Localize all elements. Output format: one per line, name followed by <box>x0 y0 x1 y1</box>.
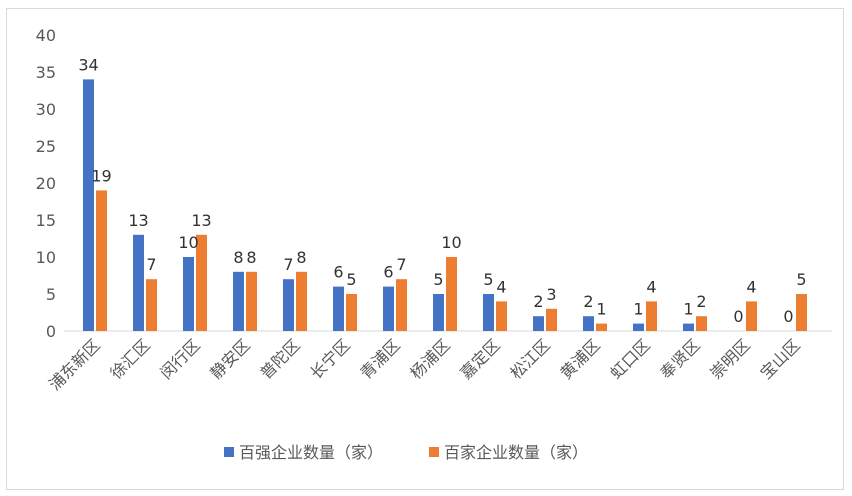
bar-top100-2 <box>183 257 194 331</box>
bar-top-enterprises-1 <box>146 279 157 331</box>
data-label-top100: 7 <box>283 255 293 274</box>
data-label-top100: 6 <box>383 263 393 282</box>
x-tick-label: 青浦区 <box>356 335 403 382</box>
bar-top100-6 <box>383 286 394 331</box>
data-label-top100: 2 <box>533 292 543 311</box>
legend: 百强企业数量（家） 百家企业数量（家） <box>224 443 588 462</box>
x-tick-label: 闵行区 <box>156 335 203 382</box>
bar-top-enterprises-5 <box>346 294 357 331</box>
data-label-top-enterprises: 8 <box>246 248 256 267</box>
bar-top-enterprises-0 <box>96 190 107 331</box>
x-tick-label: 宝山区 <box>756 335 803 382</box>
x-axis-labels: 浦东新区 徐汇区 闵行区 静安区 普陀区 长宁区 青浦区 杨浦区 嘉定区 松江区 黄浦区 虹口区 奉贤区… <box>45 335 804 394</box>
bar-top100-11 <box>633 323 644 331</box>
data-label-top-enterprises: 10 <box>441 233 461 252</box>
data-label-top-enterprises: 4 <box>746 277 756 296</box>
bar-top-enterprises-14 <box>796 294 807 331</box>
bar-top-enterprises-6 <box>396 279 407 331</box>
data-label-top100: 1 <box>683 300 693 319</box>
data-label-top-enterprises: 3 <box>546 285 556 304</box>
x-tick-label: 普陀区 <box>256 335 303 382</box>
data-label-top-enterprises: 7 <box>396 255 406 274</box>
y-tick-label: 40 <box>36 26 56 45</box>
bar-top100-8 <box>483 294 494 331</box>
x-tick-label: 徐汇区 <box>106 335 153 382</box>
bar-top-enterprises-4 <box>296 271 307 331</box>
bar-top100-3 <box>233 271 244 331</box>
bar-top-enterprises-10 <box>596 323 607 331</box>
bar-top100-10 <box>583 316 594 331</box>
x-tick-label: 浦东新区 <box>45 335 104 394</box>
bar-top100-5 <box>333 286 344 331</box>
bar-top-enterprises-8 <box>496 301 507 331</box>
y-tick-label: 15 <box>36 211 56 230</box>
data-label-top100: 8 <box>233 248 243 267</box>
x-tick-label: 奉贤区 <box>656 335 703 382</box>
data-label-top100: 2 <box>583 292 593 311</box>
legend-label: 百家企业数量（家） <box>444 443 588 462</box>
y-tick-label: 5 <box>46 285 56 304</box>
data-label-top-enterprises: 8 <box>296 248 306 267</box>
x-tick-label: 虹口区 <box>606 335 653 382</box>
data-label-top-enterprises: 4 <box>496 277 506 296</box>
x-tick-label: 嘉定区 <box>456 335 503 382</box>
bar-top-enterprises-13 <box>746 301 757 331</box>
data-label-top-enterprises: 5 <box>346 270 356 289</box>
bars <box>83 79 807 332</box>
data-label-top-enterprises: 5 <box>796 270 806 289</box>
data-label-top100: 5 <box>433 270 443 289</box>
y-tick-label: 35 <box>36 63 56 82</box>
data-label-top-enterprises: 7 <box>146 255 156 274</box>
x-tick-label: 杨浦区 <box>406 335 453 382</box>
data-label-top-enterprises: 4 <box>646 277 656 296</box>
data-label-top100: 10 <box>178 233 198 252</box>
y-axis-ticks: 0 5 10 15 20 25 30 35 40 <box>36 26 56 341</box>
legend-swatch <box>224 447 234 457</box>
y-tick-label: 0 <box>46 322 56 341</box>
bar-top-enterprises-3 <box>246 271 257 331</box>
data-label-top-enterprises: 19 <box>91 166 111 185</box>
chart-frame <box>6 8 844 490</box>
x-tick-label: 黄浦区 <box>556 335 603 382</box>
y-tick-label: 20 <box>36 174 56 193</box>
bar-top-enterprises-12 <box>696 316 707 331</box>
data-label-top-enterprises: 1 <box>596 300 606 319</box>
legend-label: 百强企业数量（家） <box>239 443 383 462</box>
data-label-top-enterprises: 13 <box>191 211 211 230</box>
data-label-top-enterprises: 2 <box>696 292 706 311</box>
x-tick-label: 松江区 <box>506 335 553 382</box>
bar-top100-0 <box>83 79 94 332</box>
y-tick-label: 10 <box>36 248 56 267</box>
bar-top100-7 <box>433 294 444 331</box>
data-label-top100: 0 <box>733 307 743 326</box>
data-label-top100: 1 <box>633 300 643 319</box>
bar-top-enterprises-7 <box>446 257 457 331</box>
bar-top100-9 <box>533 316 544 331</box>
x-tick-label: 静安区 <box>206 335 253 382</box>
bar-top100-12 <box>683 323 694 331</box>
legend-swatch <box>429 447 439 457</box>
bar-top100-4 <box>283 279 294 331</box>
data-label-top100: 34 <box>78 55 98 74</box>
y-tick-label: 25 <box>36 137 56 156</box>
data-label-top100: 6 <box>333 263 343 282</box>
data-label-top100: 5 <box>483 270 493 289</box>
y-tick-label: 30 <box>36 100 56 119</box>
bar-top-enterprises-2 <box>196 234 207 331</box>
bar-top-enterprises-11 <box>646 301 657 331</box>
x-tick-label: 长宁区 <box>306 335 353 382</box>
data-label-top100: 13 <box>128 211 148 230</box>
x-tick-label: 崇明区 <box>706 335 753 382</box>
bar-top-enterprises-9 <box>546 308 557 331</box>
data-label-top100: 0 <box>783 307 793 326</box>
bar-top100-1 <box>133 234 144 331</box>
